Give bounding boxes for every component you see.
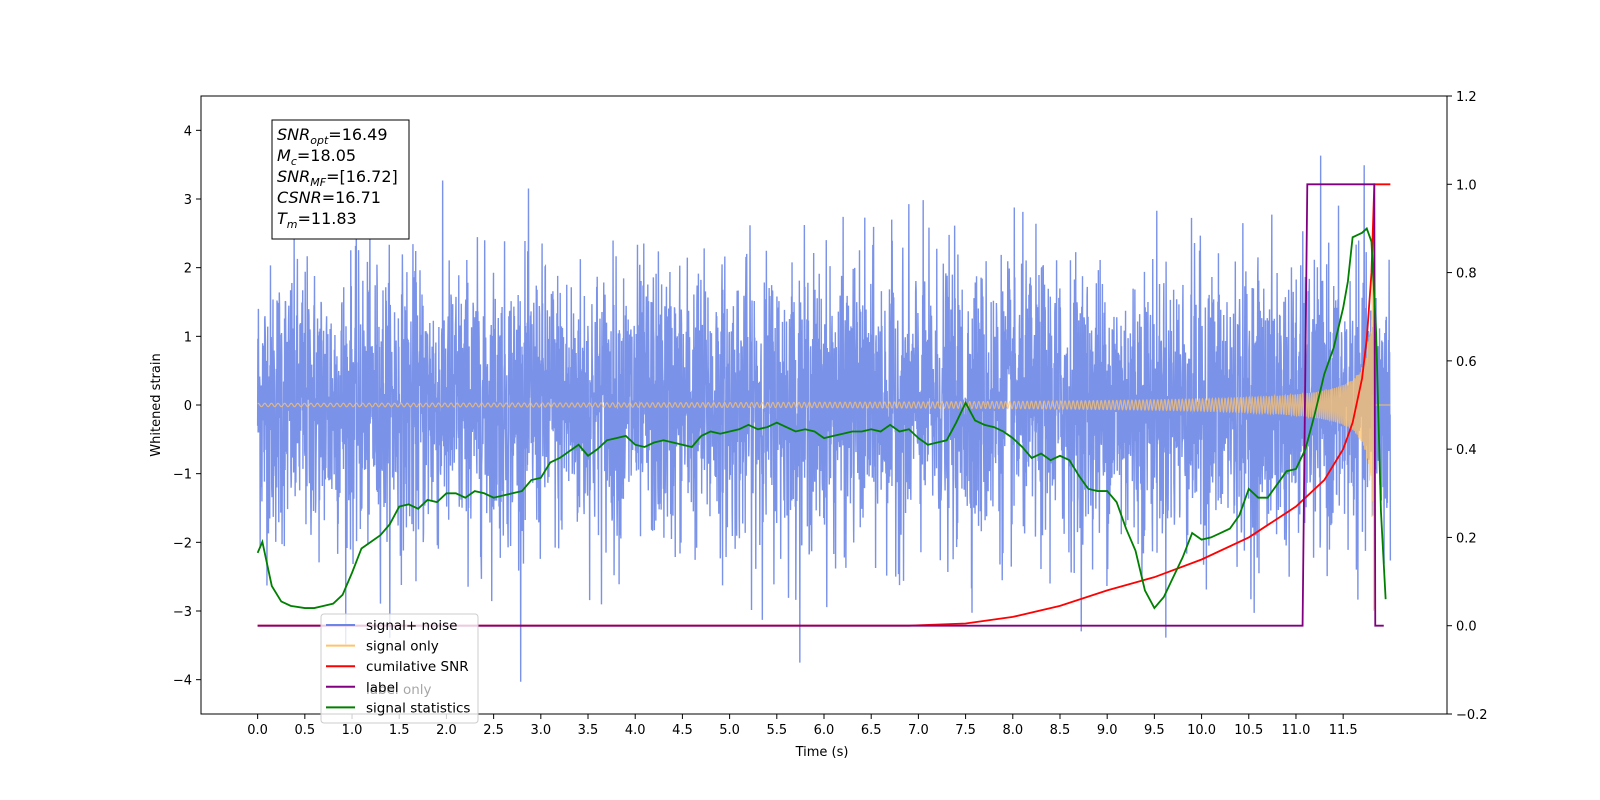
y-tick-label: 1 <box>184 330 192 345</box>
y-tick-label: 0 <box>184 399 192 414</box>
y2-tick-label: 0.6 <box>1456 355 1477 370</box>
y2-tick-label: 0.2 <box>1456 531 1477 546</box>
y2-tick-label: 0.0 <box>1456 620 1477 635</box>
y2-tick-label: 0.8 <box>1456 267 1477 282</box>
x-tick-label: 7.5 <box>955 723 976 738</box>
y-tick-label: 4 <box>184 124 192 139</box>
annotation-frame <box>271 119 410 240</box>
x-tick-label: 2.5 <box>483 723 504 738</box>
annotation-line: Tm=11.83 <box>277 209 357 231</box>
plot-area <box>256 155 1392 682</box>
legend: label only signal+ noise signal only cumil… <box>320 613 479 724</box>
metrics-annotation-box: SNRopt=16.49Mc=18.05SNRMF=[16.72]CSNR=16… <box>271 119 410 240</box>
x-tick-label: 5.0 <box>719 723 740 738</box>
legend-label: label <box>366 680 399 696</box>
annotation-line: CSNR=16.71 <box>277 188 381 207</box>
x-tick-label: 0.5 <box>294 723 315 738</box>
x-tick-label: 6.5 <box>861 723 882 738</box>
series-label <box>257 183 1384 627</box>
y-axis-label: Whitened strain <box>149 353 164 456</box>
x-tick-label: 3.0 <box>530 723 551 738</box>
annotation-line: Mc=18.05 <box>277 146 356 168</box>
legend-label: cumilative SNR <box>366 659 469 675</box>
y-tick-label: 3 <box>184 193 192 208</box>
series-signal-noise <box>256 155 1392 682</box>
x-tick-label: 0.0 <box>247 723 268 738</box>
x-tick-label: 10.0 <box>1187 723 1216 738</box>
y2-axis-ticks: −0.2 0.0 0.2 0.4 0.6 0.8 1.0 1.2 <box>1447 90 1488 723</box>
y-tick-label: −4 <box>173 674 192 689</box>
legend-frame <box>320 613 479 724</box>
x-tick-label: 1.0 <box>342 723 363 738</box>
legend-label: signal+ noise <box>366 618 457 634</box>
x-tick-label: 6.0 <box>814 723 835 738</box>
x-tick-label: 10.5 <box>1234 723 1263 738</box>
x-tick-label: 8.5 <box>1050 723 1071 738</box>
y2-tick-label: 0.4 <box>1456 443 1477 458</box>
y2-tick-label: 1.2 <box>1456 90 1477 105</box>
x-tick-label: 3.5 <box>578 723 599 738</box>
legend-label: signal only <box>366 639 439 655</box>
y-tick-label: −3 <box>173 605 192 620</box>
legend-label: signal statistics <box>366 700 470 716</box>
x-tick-label: 1.5 <box>389 723 410 738</box>
x-tick-label: 9.5 <box>1144 723 1165 738</box>
x-tick-label: 4.0 <box>625 723 646 738</box>
y-axis-ticks: −4 −3 −2 −1 0 1 2 3 4 <box>173 124 201 689</box>
y2-tick-label: −0.2 <box>1456 708 1488 723</box>
x-tick-label: 9.0 <box>1097 723 1118 738</box>
x-axis-ticks: 0.0 0.5 1.0 1.5 2.0 2.5 3.0 3.5 4.0 4.5 5.0 5.5 6.0 6… <box>247 714 1358 738</box>
legend-hidden-text: label only <box>366 682 432 698</box>
x-tick-label: 8.0 <box>1002 723 1023 738</box>
x-tick-label: 2.0 <box>436 723 457 738</box>
x-tick-label: 5.5 <box>766 723 787 738</box>
x-axis-label: Time (s) <box>795 745 849 760</box>
x-tick-label: 7.0 <box>908 723 929 738</box>
series-signal-only <box>257 207 1391 611</box>
y-tick-label: −2 <box>173 536 192 551</box>
y2-tick-label: 1.0 <box>1456 178 1477 193</box>
y-tick-label: −1 <box>173 468 192 483</box>
x-tick-label: 11.5 <box>1329 723 1358 738</box>
y-tick-label: 2 <box>184 262 192 277</box>
series-cumulative-snr <box>257 183 1391 627</box>
annotation-line: SNRMF=[16.72] <box>277 167 398 189</box>
series-signal-statistics <box>256 226 1387 610</box>
x-tick-label: 4.5 <box>672 723 693 738</box>
annotation-line: SNRopt=16.49 <box>277 125 388 147</box>
x-tick-label: 11.0 <box>1281 723 1310 738</box>
